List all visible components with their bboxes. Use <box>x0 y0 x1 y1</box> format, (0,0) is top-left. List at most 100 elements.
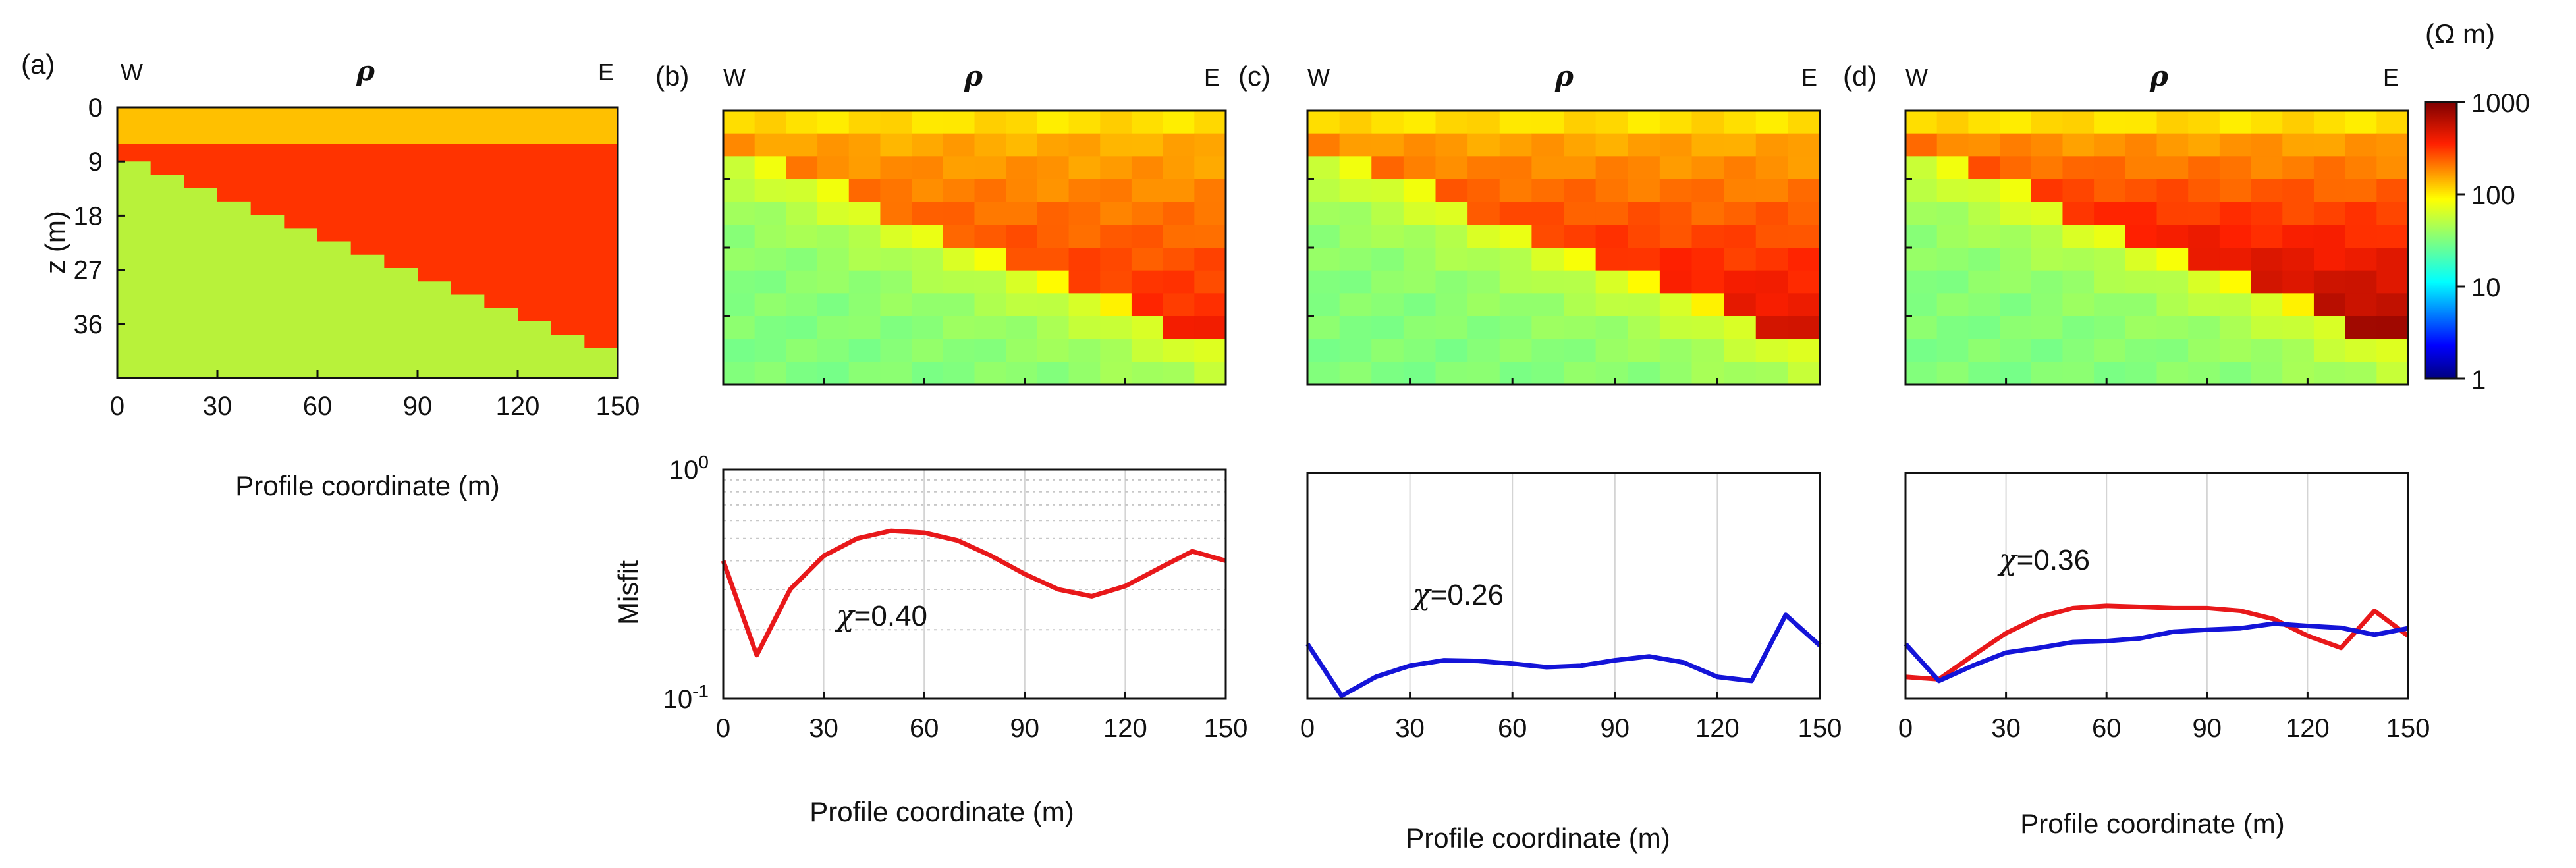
heatmap-cell <box>1659 156 1693 180</box>
heatmap-cell <box>1564 270 1597 294</box>
panel-a-title: ρ <box>356 55 375 87</box>
panel-a-xtick-label: 90 <box>403 392 433 421</box>
heatmap-cell <box>1006 111 1038 134</box>
misfit-d-xlabel: Profile coordinate (m) <box>2020 808 2284 839</box>
heatmap-cell <box>2219 202 2252 225</box>
heatmap-cell <box>1788 362 1821 385</box>
heatmap-cell <box>1968 111 2000 134</box>
heatmap-cell <box>1467 248 1500 271</box>
heatmap-cell <box>1691 111 1724 134</box>
colorbar: (Ω m) 1000 100 10 1 <box>2424 18 2530 394</box>
panel-a-ytick-label: 0 <box>88 94 103 122</box>
heatmap-cell <box>1467 316 1500 340</box>
misfit-b-ylabel: Misfit <box>613 560 644 625</box>
heatmap-cell <box>786 111 818 134</box>
heatmap-cell <box>786 156 818 180</box>
heatmap-cell <box>1307 248 1340 271</box>
heatmap-cell <box>1905 248 1938 271</box>
heatmap-cell <box>817 362 850 385</box>
heatmap-cell <box>2031 270 2064 294</box>
heatmap-cell <box>848 156 881 180</box>
heatmap-cell <box>1467 225 1500 248</box>
heatmap-cell <box>2219 133 2252 157</box>
heatmap-cell <box>912 316 944 340</box>
heatmap-cell <box>2219 225 2252 248</box>
heatmap-cell <box>1659 179 1693 203</box>
panel-a-ylabel: z (m) <box>40 211 70 274</box>
misfit-b-annotation: χ=0.40 <box>835 599 927 633</box>
heatmap-cell <box>943 225 975 248</box>
heatmap-cell <box>1564 179 1597 203</box>
heatmap-cell <box>1435 202 1468 225</box>
heatmap-cell <box>2376 362 2409 385</box>
misfit-ytick-label: 100 <box>669 452 709 485</box>
heatmap-cell <box>1968 179 2000 203</box>
heatmap-cell <box>1968 133 2000 157</box>
heatmap-cell <box>943 156 975 180</box>
heatmap-cell <box>2000 156 2032 180</box>
heatmap-cell <box>2156 316 2189 340</box>
panel-b-label: (b) <box>655 61 689 92</box>
heatmap-cell <box>1788 202 1821 225</box>
heatmap-cell <box>817 293 850 317</box>
heatmap-cell <box>1628 156 1660 180</box>
heatmap-cell <box>1905 179 1938 203</box>
heatmap-cell <box>1037 202 1070 225</box>
heatmap-cell <box>2000 270 2032 294</box>
heatmap-cell <box>1936 133 1969 157</box>
panel-b-west-label: W <box>723 64 746 91</box>
panel-a-west-label: W <box>121 59 143 86</box>
heatmap-cell <box>1131 133 1164 157</box>
heatmap-cell <box>2094 202 2126 225</box>
heatmap-cell <box>1755 179 1788 203</box>
panel-a-xtick-label: 0 <box>110 392 124 421</box>
misfit-c-chi-value: =0.26 <box>1431 579 1504 611</box>
heatmap-cell <box>723 293 755 317</box>
heatmap-cell <box>1499 133 1532 157</box>
heatmap-cell <box>1037 179 1070 203</box>
heatmap-cell <box>2000 362 2032 385</box>
heatmap-cell <box>1531 225 1564 248</box>
heatmap-cell <box>2031 133 2064 157</box>
heatmap-cell <box>848 293 881 317</box>
heatmap-cell <box>1755 362 1788 385</box>
panel-c: (c) W ρ E <box>1238 60 1821 386</box>
heatmap-cell <box>2345 339 2377 362</box>
heatmap-cell <box>943 316 975 340</box>
heatmap-cell <box>2000 339 2032 362</box>
heatmap-cell <box>2094 156 2126 180</box>
heatmap-cell <box>2376 156 2409 180</box>
heatmap-cell <box>1037 248 1070 271</box>
misfit-c-axes: 0 30 60 90 120 150 <box>1300 692 1842 743</box>
heatmap-cell <box>1371 202 1404 225</box>
panel-b-east-label: E <box>1204 64 1220 91</box>
misfit-c-frame <box>1306 472 1821 700</box>
heatmap-cell <box>912 225 944 248</box>
heatmap-cell <box>1037 362 1070 385</box>
heatmap-cell <box>2031 339 2064 362</box>
panel-d-title: ρ <box>2149 60 2169 92</box>
heatmap-cell <box>1659 339 1693 362</box>
heatmap-cell <box>1194 270 1226 294</box>
heatmap-cell <box>2188 270 2220 294</box>
heatmap-cell <box>1628 293 1660 317</box>
heatmap-cell <box>912 179 944 203</box>
heatmap-cell <box>2376 293 2409 317</box>
heatmap-cell <box>1037 225 1070 248</box>
heatmap-cell <box>880 270 912 294</box>
panel-c-title: ρ <box>1554 60 1574 92</box>
heatmap-cell <box>943 293 975 317</box>
panel-a-xlabel: Profile coordinate (m) <box>235 470 499 501</box>
heatmap-cell <box>2125 179 2158 203</box>
heatmap-cell <box>1100 202 1132 225</box>
heatmap-cell <box>1339 270 1372 294</box>
heatmap-cell <box>786 225 818 248</box>
heatmap-cell <box>1467 133 1500 157</box>
heatmap-cell <box>2345 362 2377 385</box>
heatmap-cell <box>1194 316 1226 340</box>
heatmap-cell <box>1905 339 1938 362</box>
heatmap-cell <box>1068 362 1101 385</box>
heatmap-cell <box>1131 316 1164 340</box>
heatmap-cell <box>1163 316 1195 340</box>
panel-c-label: (c) <box>1238 61 1271 92</box>
